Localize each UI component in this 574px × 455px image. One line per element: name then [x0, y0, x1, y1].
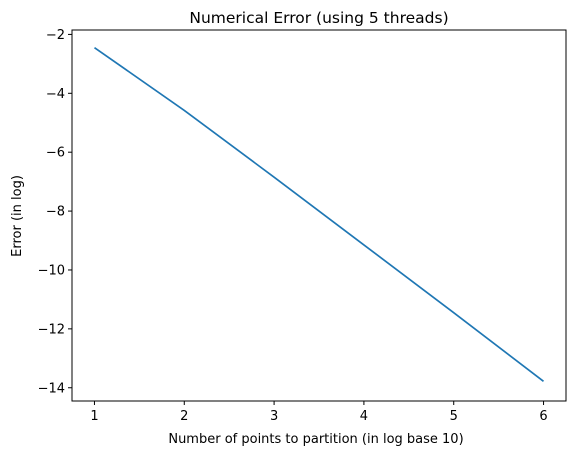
series-line	[94, 47, 545, 382]
x-tick-label: 2	[180, 409, 188, 424]
chart-title: Numerical Error (using 5 threads)	[189, 9, 448, 27]
y-tick-label: −10	[38, 263, 65, 278]
y-tick-label: −2	[46, 28, 65, 43]
x-axis-label: Number of points to partition (in log ba…	[168, 432, 463, 447]
y-tick-label: −6	[46, 146, 65, 161]
x-tick-label: 6	[539, 409, 547, 424]
x-tick-label: 4	[360, 409, 368, 424]
series-layer	[94, 47, 545, 382]
x-tick-label: 5	[450, 409, 458, 424]
x-tick-label: 1	[90, 409, 98, 424]
y-axis-ticks: −14 −12 −10 −8 −6 −4 −2	[38, 28, 72, 396]
y-axis-label: Error (in log)	[10, 175, 25, 257]
plot-area	[71, 29, 567, 402]
y-tick-label: −12	[38, 322, 65, 337]
y-tick-label: −4	[46, 87, 65, 102]
x-tick-label: 3	[270, 409, 278, 424]
y-tick-label: −8	[46, 205, 65, 220]
y-tick-label: −14	[38, 381, 65, 396]
x-axis-ticks: 1 2 3 4 5 6	[90, 401, 548, 424]
